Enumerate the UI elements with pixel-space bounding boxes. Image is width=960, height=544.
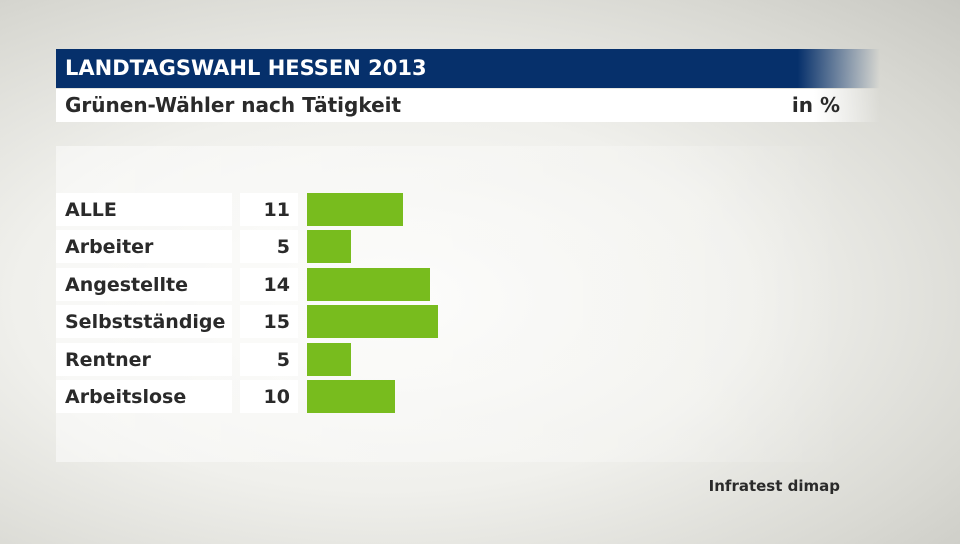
category-label: Rentner xyxy=(56,342,232,376)
chart-subtitle-bar: Grünen-Wähler nach Tätigkeit in % xyxy=(56,89,880,122)
bar xyxy=(307,230,351,264)
category-label: ALLE xyxy=(56,193,232,226)
unit-label: in % xyxy=(791,93,840,117)
value-label: 14 xyxy=(240,267,298,301)
value-label: 5 xyxy=(240,230,298,264)
category-label: Angestellte xyxy=(56,267,232,301)
value-label: 15 xyxy=(240,305,298,339)
category-label: Arbeiter xyxy=(56,230,232,264)
value-label: 10 xyxy=(240,380,298,413)
source-label: Infratest dimap xyxy=(708,477,840,495)
bar xyxy=(307,380,395,413)
chart-title: LANDTAGSWAHL HESSEN 2013 xyxy=(56,49,880,88)
value-label: 11 xyxy=(240,193,298,226)
bar xyxy=(307,193,404,226)
chart-subtitle: Grünen-Wähler nach Tätigkeit xyxy=(65,93,402,117)
bar xyxy=(307,305,439,339)
value-label: 5 xyxy=(240,342,298,376)
category-label: Selbstständige xyxy=(56,305,232,339)
category-label: Arbeitslose xyxy=(56,380,232,413)
bar xyxy=(307,267,430,301)
bar xyxy=(307,342,351,376)
